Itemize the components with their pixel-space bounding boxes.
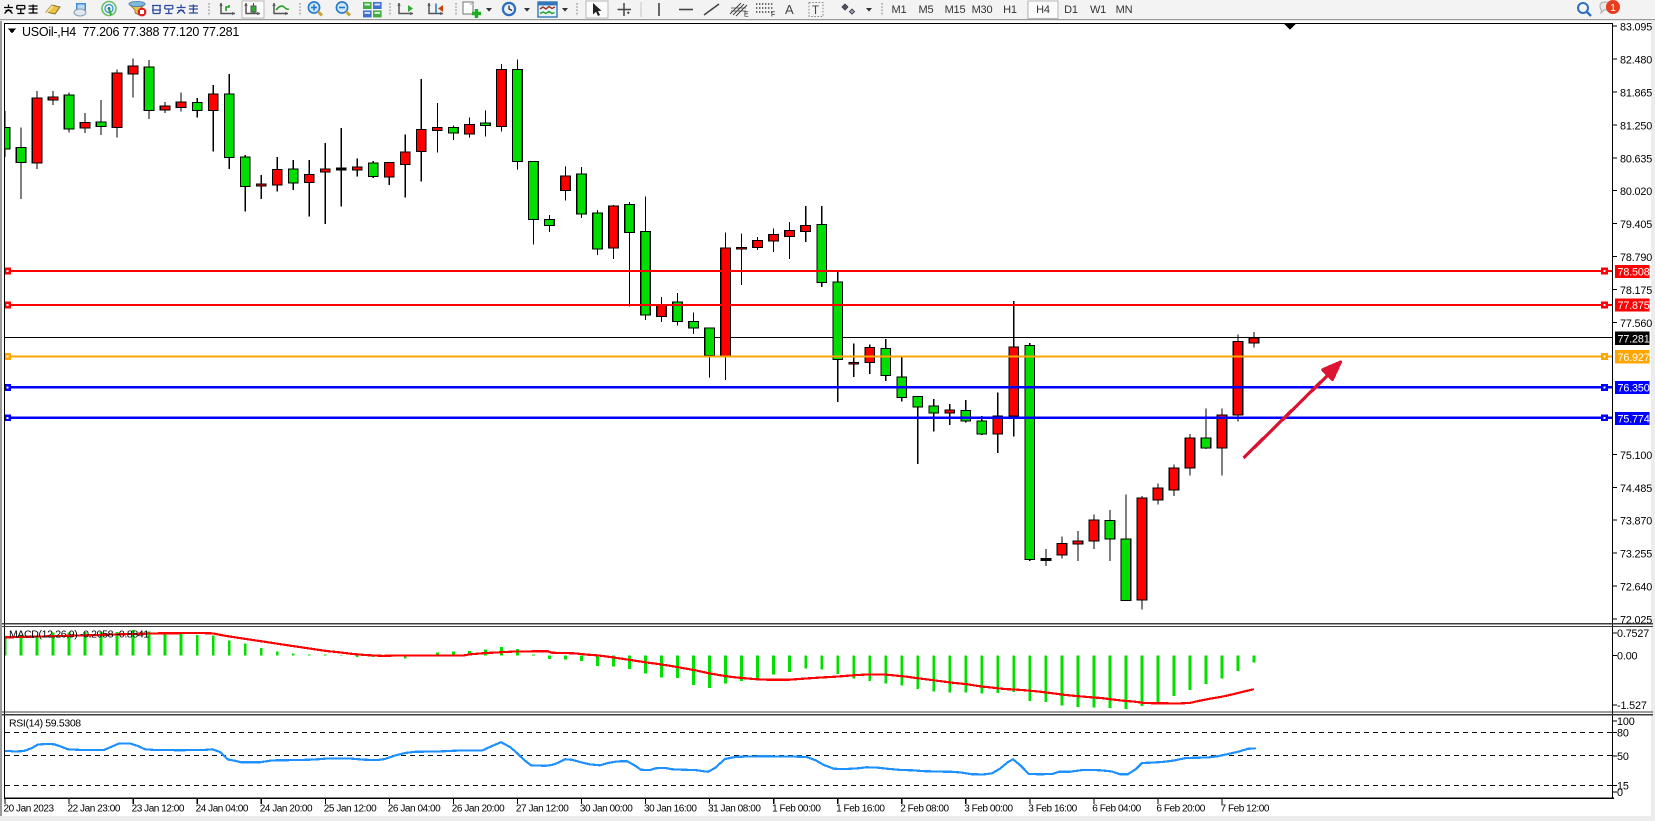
svg-text:20 Jan 2023: 20 Jan 2023 [4, 804, 55, 815]
svg-text:23 Jan 12:00: 23 Jan 12:00 [132, 804, 185, 815]
svg-text:26 Jan 20:00: 26 Jan 20:00 [452, 804, 505, 815]
svg-text:H4: H4 [1036, 4, 1050, 16]
svg-text:RSI(14) 59.5308: RSI(14) 59.5308 [9, 718, 81, 730]
svg-text:100: 100 [1617, 716, 1635, 728]
svg-text:76.350: 76.350 [1618, 383, 1650, 395]
svg-text:31 Jan 08:00: 31 Jan 08:00 [708, 804, 761, 815]
svg-text:6 Feb 20:00: 6 Feb 20:00 [1156, 804, 1205, 815]
svg-text:74.485: 74.485 [1620, 483, 1652, 495]
svg-text:F: F [771, 12, 775, 19]
svg-text:D1: D1 [1064, 4, 1078, 16]
svg-text:72.640: 72.640 [1620, 582, 1652, 594]
svg-text:72.025: 72.025 [1620, 615, 1652, 627]
svg-text:15: 15 [1617, 780, 1629, 792]
svg-text:0: 0 [1617, 787, 1623, 799]
svg-text:80: 80 [1617, 728, 1629, 740]
svg-text:M5: M5 [919, 4, 934, 16]
svg-text:77.281: 77.281 [1618, 333, 1650, 345]
svg-text:W1: W1 [1090, 4, 1106, 16]
svg-text:80.020: 80.020 [1620, 186, 1652, 198]
svg-text:22 Jan 23:00: 22 Jan 23:00 [68, 804, 121, 815]
svg-text:1: 1 [1610, 2, 1616, 14]
svg-text:78.790: 78.790 [1620, 252, 1652, 264]
svg-text:27 Jan 12:00: 27 Jan 12:00 [516, 804, 569, 815]
svg-text:26 Jan 04:00: 26 Jan 04:00 [388, 804, 441, 815]
svg-text:50: 50 [1617, 751, 1629, 763]
svg-text:78.175: 78.175 [1620, 285, 1652, 297]
svg-text:73.255: 73.255 [1620, 549, 1652, 561]
svg-text:3 Feb 16:00: 3 Feb 16:00 [1028, 804, 1077, 815]
svg-text:0.00: 0.00 [1617, 651, 1638, 663]
svg-text:75.100: 75.100 [1620, 450, 1652, 462]
svg-text:3 Feb 00:00: 3 Feb 00:00 [964, 804, 1013, 815]
svg-text:80.635: 80.635 [1620, 153, 1652, 165]
svg-text:76.927: 76.927 [1618, 352, 1650, 364]
svg-text:USOil-,H4 77.206 77.388 77.12: USOil-,H4 77.206 77.388 77.120 77.281 [22, 25, 239, 39]
svg-text:25 Jan 12:00: 25 Jan 12:00 [324, 804, 377, 815]
svg-text:24 Jan 04:00: 24 Jan 04:00 [196, 804, 249, 815]
svg-text:24 Jan 20:00: 24 Jan 20:00 [260, 804, 313, 815]
svg-text:77.560: 77.560 [1620, 318, 1652, 330]
svg-text:M1: M1 [892, 4, 907, 16]
svg-text:30 Jan 16:00: 30 Jan 16:00 [644, 804, 697, 815]
svg-text:73.870: 73.870 [1620, 516, 1652, 528]
svg-text:81.865: 81.865 [1620, 87, 1652, 99]
svg-text:79.405: 79.405 [1620, 219, 1652, 231]
svg-text:83.095: 83.095 [1620, 22, 1652, 34]
svg-text:1 Feb 00:00: 1 Feb 00:00 [772, 804, 821, 815]
svg-text:M15: M15 [945, 4, 966, 16]
svg-text:75.774: 75.774 [1618, 414, 1650, 426]
svg-text:81.250: 81.250 [1620, 120, 1652, 132]
svg-text:1 Feb 16:00: 1 Feb 16:00 [836, 804, 885, 815]
svg-text:0.7527: 0.7527 [1617, 628, 1649, 640]
svg-text:77.875: 77.875 [1618, 300, 1650, 312]
svg-text:H1: H1 [1003, 4, 1017, 16]
svg-text:7 Feb 12:00: 7 Feb 12:00 [1221, 804, 1270, 815]
svg-text:6 Feb 04:00: 6 Feb 04:00 [1092, 804, 1141, 815]
svg-text:-1.527: -1.527 [1617, 700, 1647, 712]
svg-text:MN: MN [1116, 4, 1133, 16]
svg-text:82.480: 82.480 [1620, 54, 1652, 66]
svg-text:E: E [744, 12, 749, 19]
svg-text:2 Feb 08:00: 2 Feb 08:00 [900, 804, 949, 815]
svg-text:A: A [785, 2, 794, 17]
svg-text:78.508: 78.508 [1618, 267, 1650, 279]
svg-text:MACD(12,26,9) -0.2058 -0.8841: MACD(12,26,9) -0.2058 -0.8841 [9, 629, 149, 641]
svg-text:T: T [812, 5, 819, 17]
svg-text:30 Jan 00:00: 30 Jan 00:00 [580, 804, 633, 815]
svg-text:M30: M30 [972, 4, 993, 16]
